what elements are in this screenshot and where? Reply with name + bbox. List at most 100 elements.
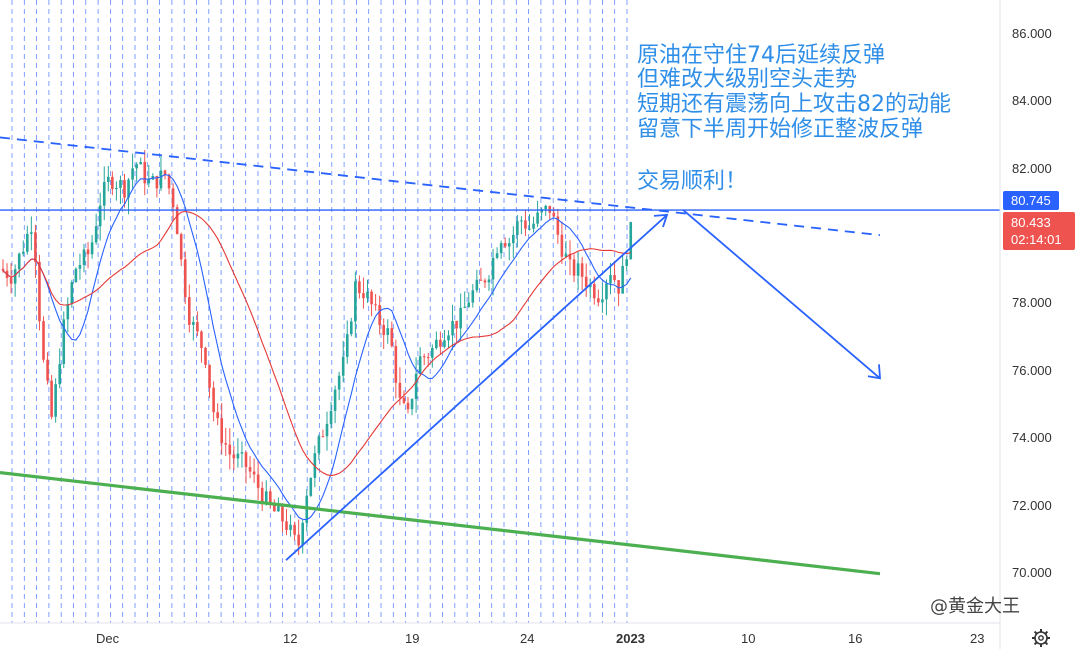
candle-body	[90, 242, 94, 255]
candle-body	[467, 302, 471, 307]
candle-body	[459, 307, 462, 329]
vertical-grid	[11, 0, 628, 623]
candle-body	[447, 335, 450, 341]
price-tick-78: 78.000	[1012, 295, 1052, 310]
candle-body	[9, 277, 13, 284]
candle-body	[208, 364, 211, 388]
annotation-line-3: 短期还有震荡向上攻击82的动能	[637, 92, 951, 117]
gear-icon[interactable]	[1032, 629, 1050, 647]
drawing-line-4[interactable]	[285, 214, 668, 561]
candle-body	[252, 471, 256, 475]
candle-body	[220, 418, 223, 444]
candle-body	[597, 298, 600, 303]
annotation-line-5: 交易顺利！	[637, 169, 747, 194]
candle-body	[617, 280, 620, 294]
date-tick-2023: 2023	[616, 631, 645, 646]
candle-body	[329, 410, 333, 424]
candle-body	[605, 283, 608, 300]
drawing-line-3[interactable]	[0, 471, 881, 576]
candle-body	[341, 356, 345, 376]
candle-body	[94, 226, 98, 243]
candle-body	[621, 265, 624, 294]
candle-body	[422, 356, 426, 358]
candle-body	[629, 222, 633, 260]
candle-body	[418, 356, 422, 374]
candle-body	[406, 402, 410, 410]
candle-body	[188, 297, 191, 325]
candle-body	[443, 340, 446, 347]
candle-body	[439, 339, 442, 347]
candle-body	[62, 319, 66, 365]
candle-body	[483, 280, 487, 283]
candle-body	[560, 234, 564, 257]
time-axis[interactable]: Dec 12 19 24 2023 10 16 23	[0, 622, 1000, 646]
candle-body	[536, 212, 539, 224]
candle-body	[374, 304, 377, 306]
candle-body	[98, 205, 102, 227]
price-tick-74: 74.000	[1012, 430, 1052, 445]
candle-body	[102, 181, 106, 206]
candle-body	[46, 359, 49, 381]
candle-body	[507, 243, 511, 247]
candle-body	[625, 259, 628, 266]
candle-body	[609, 275, 612, 284]
candle-body	[516, 221, 519, 235]
candle-body	[167, 174, 171, 189]
date-tick-10: 10	[741, 631, 755, 646]
candle-body	[34, 232, 37, 262]
candle-body	[277, 506, 280, 512]
annotation-line-4: 留意下半周开始修正整波反弹	[637, 117, 923, 142]
date-tick-12: 12	[283, 631, 297, 646]
candle-body	[491, 257, 495, 280]
candle-body	[390, 328, 394, 347]
candle-body	[358, 281, 361, 294]
candle-body	[451, 320, 454, 336]
candle-body	[159, 170, 163, 189]
candle-body	[378, 305, 381, 325]
candle-body	[13, 269, 17, 284]
candle-body	[337, 375, 341, 390]
candle-body	[289, 524, 292, 530]
candle-body	[111, 176, 114, 190]
candle-body	[471, 290, 475, 303]
candle-body	[487, 279, 491, 283]
candle-body	[232, 454, 236, 459]
candle-body	[455, 320, 458, 329]
candle-body	[568, 253, 572, 260]
candle-body	[74, 268, 78, 283]
candle-body	[410, 399, 414, 410]
candle-body	[82, 249, 86, 266]
drawings	[0, 136, 1000, 576]
candle-body	[17, 253, 21, 270]
last-price-tag	[1003, 212, 1075, 250]
candle-body	[260, 487, 264, 504]
candle-body	[426, 357, 430, 359]
date-tick-24: 24	[520, 631, 534, 646]
candle-body	[228, 444, 232, 455]
drawing-line-2[interactable]	[0, 136, 881, 237]
ma-slow-line	[2, 210, 631, 477]
high-line-price-tag	[1003, 191, 1059, 210]
candle-body	[325, 423, 329, 437]
candles	[1, 150, 633, 555]
candle-body	[402, 397, 406, 403]
candle-body	[475, 279, 479, 291]
candle-body	[540, 209, 543, 213]
candle-body	[366, 291, 369, 299]
last-price-label: 80.433	[1011, 215, 1051, 230]
candle-body	[528, 228, 531, 230]
candle-body	[503, 243, 507, 247]
candle-body	[264, 491, 268, 504]
price-tick-82: 82.000	[1012, 161, 1052, 176]
price-tick-84: 84.000	[1012, 93, 1052, 108]
candle-body	[50, 380, 53, 417]
candle-body	[345, 334, 349, 357]
date-tick-23: 23	[970, 631, 984, 646]
candle-body	[386, 328, 390, 335]
candle-body	[196, 322, 199, 332]
candle-body	[143, 161, 147, 184]
price-axis[interactable]: 86.000 84.000 82.000 78.000 76.000 74.00…	[999, 0, 1075, 649]
projection-arrow[interactable]	[682, 209, 881, 379]
candle-body	[495, 253, 499, 258]
